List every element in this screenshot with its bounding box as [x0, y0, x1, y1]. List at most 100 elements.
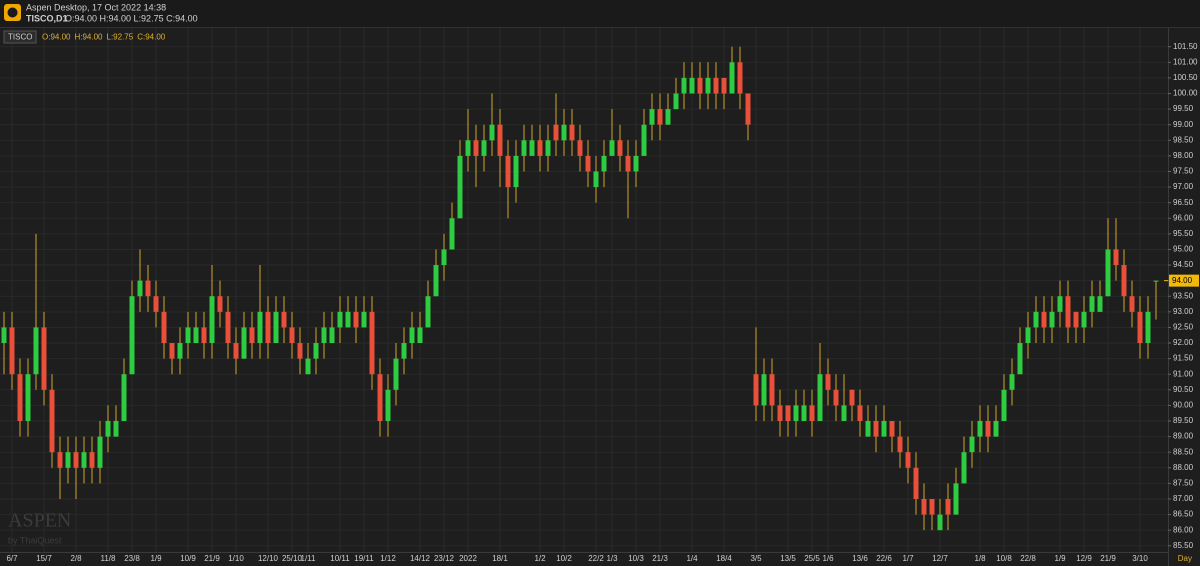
x-tick-label: 1/3 — [606, 554, 618, 563]
y-tick-label: 91.50 — [1173, 354, 1194, 363]
candle-body — [1113, 249, 1119, 266]
candle-body — [505, 155, 511, 188]
candle-body — [873, 421, 879, 437]
watermark-brand: ASPEN — [8, 510, 71, 532]
candle-body — [681, 77, 687, 94]
candle-body — [1025, 327, 1031, 344]
y-tick-label: 85.50 — [1173, 541, 1194, 550]
candle-body — [625, 155, 631, 172]
symbol-timeframe: TISCO,D1 — [26, 13, 68, 23]
candle-body — [1, 327, 7, 344]
y-tick-label: 97.50 — [1173, 167, 1194, 176]
legend-value: O:94.00 — [42, 33, 71, 42]
x-tick-label: 2022 — [459, 554, 477, 563]
candle-body — [905, 452, 911, 468]
y-tick-label: 89.50 — [1173, 416, 1194, 425]
candle-body — [1073, 311, 1079, 328]
last-price-label: 94.00 — [1172, 276, 1193, 285]
y-tick-label: 92.00 — [1173, 338, 1194, 347]
candle-body — [17, 374, 23, 421]
candle-body — [953, 483, 959, 515]
legend-value: L:92.75 — [107, 33, 134, 42]
x-tick-label: 1/12 — [380, 554, 396, 563]
candle-body — [25, 374, 31, 421]
legend-value: C:94.00 — [137, 33, 166, 42]
candle-body — [1137, 311, 1143, 344]
candle-body — [1121, 265, 1127, 297]
candle-body — [73, 452, 79, 468]
x-tick-label: 10/2 — [556, 554, 572, 563]
y-tick-label: 94.50 — [1173, 260, 1194, 269]
candle-body — [321, 327, 327, 344]
x-tick-label: 1/9 — [1054, 554, 1066, 563]
candle-body — [345, 311, 351, 328]
candle-body — [1089, 296, 1095, 312]
y-tick-label: 90.50 — [1173, 385, 1194, 394]
legend-value: H:94.00 — [74, 33, 103, 42]
candle-body — [1001, 389, 1007, 421]
grid: 85.50 86.00 86.50 87.00 87.50 88.00 88.50 89.00… — [0, 28, 1198, 563]
last-price-tag — [1169, 274, 1199, 287]
candle-body — [161, 311, 167, 344]
candle-body — [49, 389, 55, 453]
x-tick-label: 1/2 — [534, 554, 546, 563]
y-tick-label: 100.00 — [1173, 89, 1198, 98]
symbol-box — [3, 30, 37, 44]
candle-body — [793, 405, 799, 421]
candle-body — [289, 327, 295, 344]
y-tick-label: 93.50 — [1173, 291, 1194, 300]
x-tick-label: 13/6 — [852, 554, 868, 563]
candle-body — [529, 140, 535, 156]
x-tick-label: 14/12 — [410, 554, 431, 563]
candle-body — [489, 124, 495, 141]
candle-body — [1097, 296, 1103, 312]
candle-body — [713, 77, 719, 94]
x-tick-label: 1/4 — [686, 554, 698, 563]
x-axis-label: Day — [1178, 554, 1192, 563]
candle-body — [1017, 343, 1023, 375]
x-tick-label: 3/10 — [1132, 554, 1148, 563]
y-tick-label: 90.00 — [1173, 401, 1194, 410]
candle-body — [689, 77, 695, 94]
x-tick-label: 1/9 — [150, 554, 162, 563]
candle-body — [137, 280, 143, 297]
candle-body — [57, 452, 63, 468]
candle-body — [105, 421, 111, 437]
candle-body — [977, 421, 983, 437]
watermark-sub: by ThaiQuest — [8, 535, 62, 545]
candle-body — [865, 421, 871, 437]
candle-body — [777, 405, 783, 421]
candle-body — [825, 374, 831, 390]
candle-body — [313, 343, 319, 359]
candle-body — [369, 311, 375, 375]
candle-body — [817, 374, 823, 421]
x-tick-label: 12/9 — [1076, 554, 1092, 563]
y-tick-label: 98.00 — [1173, 151, 1194, 160]
candle-body — [937, 514, 943, 531]
candle-body — [121, 374, 127, 421]
candle-body — [265, 311, 271, 344]
y-tick-label: 88.50 — [1173, 447, 1194, 456]
x-tick-label: 1/6 — [822, 554, 834, 563]
candle-body — [521, 140, 527, 156]
candle-body — [41, 327, 47, 390]
x-tick-label: 25/5 — [804, 554, 820, 563]
candle-body — [1081, 311, 1087, 328]
x-tick-label: 12/10 — [258, 554, 279, 563]
candle-body — [857, 405, 863, 421]
legend-values: O:94.00 H:94.00 L:92.75 C:94.00 — [42, 33, 166, 42]
candle-body — [233, 343, 239, 359]
candle-body — [745, 93, 751, 125]
candle-body — [897, 436, 903, 453]
candle-body — [921, 498, 927, 515]
candle-body — [1105, 249, 1111, 297]
candle-body — [1057, 296, 1063, 312]
candle-body — [657, 109, 663, 125]
candle-body — [497, 124, 503, 156]
candle-body — [769, 374, 775, 406]
candle-body — [417, 327, 423, 344]
candle-body — [545, 140, 551, 156]
candle-body — [449, 218, 455, 250]
candle-body — [457, 155, 463, 219]
candle-body — [433, 265, 439, 297]
